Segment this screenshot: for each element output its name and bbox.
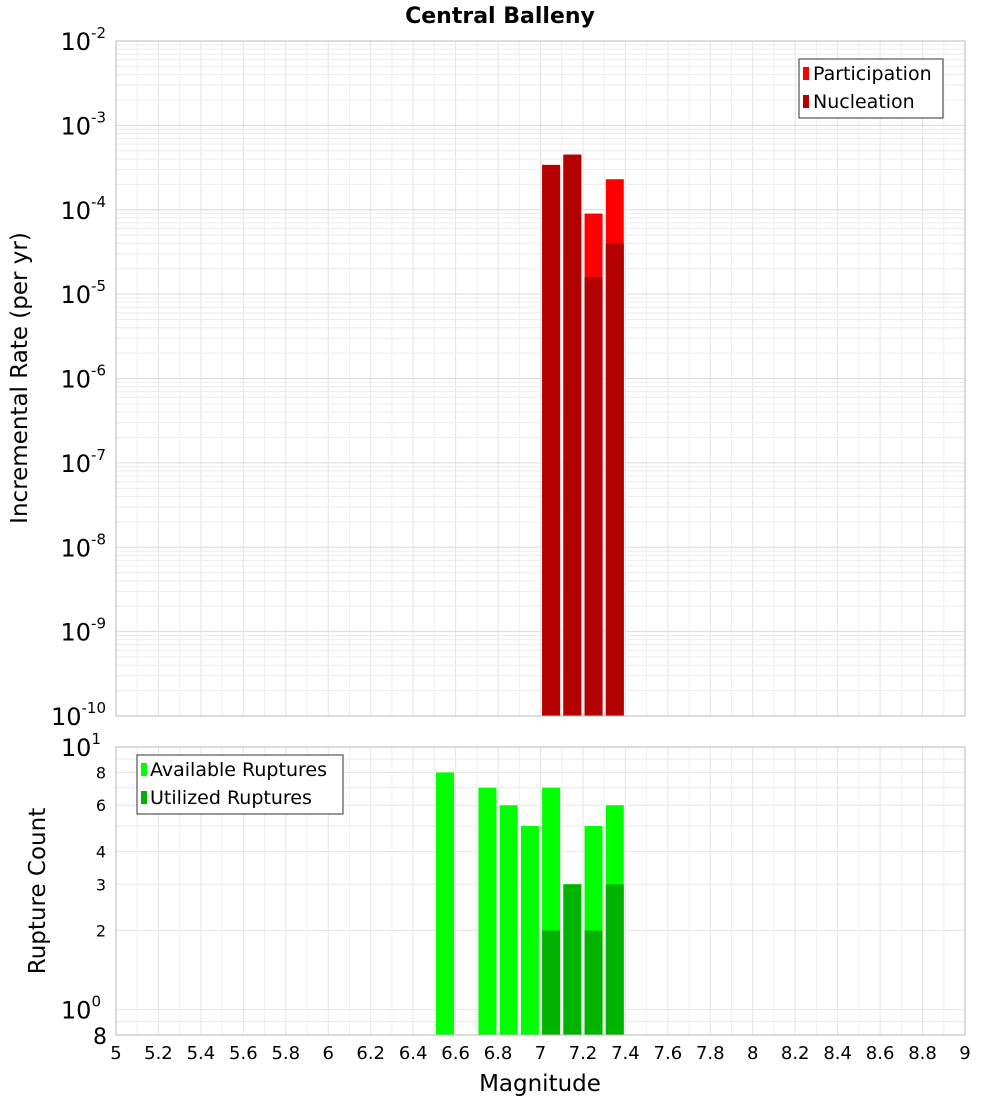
utilized-ruptures-bar — [563, 884, 582, 1035]
bottom-y-tick-label: 3 — [96, 875, 106, 894]
available-ruptures-bar — [520, 826, 539, 1035]
utilized-ruptures-bar — [542, 930, 561, 1035]
bottom-y-major-label: 100 — [61, 993, 101, 1025]
x-tick-label: 5.2 — [144, 1043, 173, 1064]
x-tick-label: 9 — [959, 1043, 970, 1064]
x-tick-label: 6 — [323, 1043, 334, 1064]
available-ruptures-bar — [478, 787, 497, 1035]
top-y-tick-label: 10-3 — [60, 108, 106, 140]
legend-label: Utilized Ruptures — [150, 787, 312, 809]
chart-title: Central Balleny — [405, 4, 595, 29]
bottom-y-major-label: 101 — [61, 730, 101, 762]
bottom-y-tick-label: 2 — [96, 922, 106, 941]
bottom-legend: Available Ruptures Utilized Ruptures — [136, 754, 344, 815]
x-tick-label: 8 — [747, 1043, 758, 1064]
bottom-y-tick-label: 8 — [96, 763, 106, 782]
bottom-y-tick-label: 6 — [96, 796, 106, 815]
top-y-axis-label: Incremental Rate (per yr) — [7, 232, 33, 524]
x-axis-label: Magnitude — [479, 1071, 601, 1097]
top-y-tick-label: 10-6 — [60, 362, 106, 394]
x-tick-label: 8.2 — [781, 1043, 810, 1064]
x-tick-label: 7.8 — [696, 1043, 725, 1064]
top-y-tick-label: 10-2 — [60, 24, 106, 56]
x-tick-label: 7.6 — [654, 1043, 683, 1064]
top-legend: Participation Nucleation — [798, 58, 944, 119]
x-tick-label: 6.6 — [441, 1043, 470, 1064]
legend-swatch — [803, 95, 809, 108]
legend-label: Participation — [813, 63, 932, 85]
x-tick-label: 6.2 — [356, 1043, 385, 1064]
available-ruptures-bar — [435, 772, 454, 1035]
x-tick-label: 5.4 — [187, 1043, 216, 1064]
legend-swatch — [141, 791, 147, 804]
top-plot-border — [115, 40, 966, 717]
x-tick-label: 5.6 — [229, 1043, 258, 1064]
legend-label: Nucleation — [813, 91, 915, 113]
top-y-tick-label: 10-9 — [60, 615, 106, 647]
bottom-y-min-label: 8 — [93, 1025, 107, 1050]
top-y-tick-label: 10-4 — [60, 193, 106, 225]
bottom-legend-box — [136, 754, 344, 815]
x-tick-label: 6.4 — [399, 1043, 428, 1064]
nucleation-bar — [542, 164, 561, 716]
legend-swatch — [803, 67, 809, 80]
x-tick-label: 7 — [535, 1043, 546, 1064]
legend-label: Available Ruptures — [150, 759, 327, 781]
x-tick-label: 5 — [110, 1043, 121, 1064]
x-tick-label: 7.4 — [611, 1043, 640, 1064]
x-tick-label: 7.2 — [569, 1043, 598, 1064]
utilized-ruptures-bar — [584, 930, 603, 1035]
nucleation-bar — [563, 154, 582, 716]
utilized-ruptures-bar — [605, 884, 624, 1035]
top-y-tick-label: 10-7 — [60, 446, 106, 478]
available-ruptures-bar — [499, 805, 518, 1035]
x-tick-label: 6.8 — [484, 1043, 513, 1064]
top-y-tick-label: 10-10 — [51, 699, 106, 731]
nucleation-bar — [584, 276, 603, 716]
x-tick-label: 8.6 — [866, 1043, 895, 1064]
x-tick-label: 8.8 — [908, 1043, 937, 1064]
top-y-tick-label: 10-8 — [60, 530, 106, 562]
nucleation-bar — [605, 243, 624, 717]
x-tick-label: 5.8 — [271, 1043, 300, 1064]
legend-swatch — [141, 763, 147, 776]
bottom-plot-border — [115, 746, 966, 1036]
top-legend-box — [798, 58, 944, 119]
top-y-tick-label: 10-5 — [60, 277, 106, 309]
top-plot-area: 10-10 10-9 10-8 10-7 10-6 10-5 10-4 10-3 10-2 — [51, 24, 966, 731]
bottom-y-tick-label: 4 — [96, 842, 106, 861]
x-tick-label: 8.4 — [823, 1043, 852, 1064]
bottom-y-axis-label: Rupture Count — [25, 808, 51, 974]
